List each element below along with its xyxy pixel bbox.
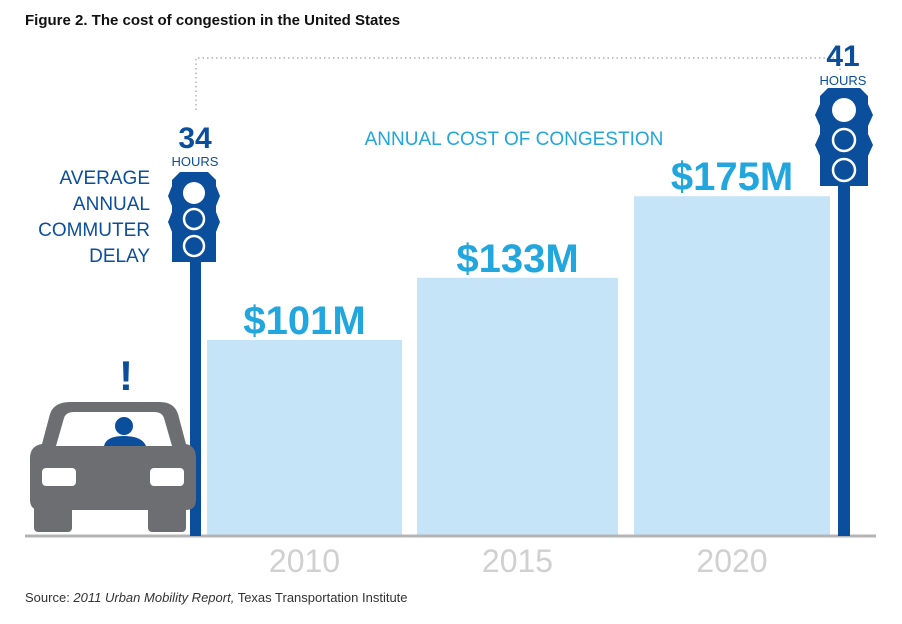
traffic-light-icon — [815, 88, 873, 536]
annual-cost-heading: ANNUAL COST OF CONGESTION — [365, 129, 664, 150]
value-label-2015: $133M — [456, 237, 578, 281]
delay-unit-2010: HOURS — [172, 154, 219, 169]
car-icon: ! — [30, 352, 196, 532]
traffic-light-icon — [168, 172, 220, 536]
average-delay-label: AVERAGE ANNUAL COMMUTER DELAY — [38, 168, 150, 267]
delay-unit-2020: HOURS — [820, 73, 867, 88]
bar-2010 — [207, 339, 402, 536]
delay-label-line: AVERAGE — [60, 168, 150, 189]
x-tick-label-2015: 2015 — [482, 543, 553, 579]
source-suffix: Texas Transportation Institute — [234, 590, 408, 605]
value-label-2010: $101M — [243, 299, 365, 343]
delay-label-line: COMMUTER — [38, 220, 150, 241]
source-report-title: 2011 Urban Mobility Report, — [73, 590, 235, 605]
value-label-2020: $175M — [671, 155, 793, 199]
delay-value-2010: 34 — [178, 122, 212, 155]
delay-label-line: DELAY — [89, 246, 150, 267]
exclamation-icon: ! — [119, 352, 133, 399]
bar-2020 — [634, 196, 830, 537]
delay-value-2020: 41 — [826, 40, 859, 73]
bar-2015 — [417, 277, 618, 536]
source-prefix: Source: — [25, 590, 74, 605]
source-note: Source: 2011 Urban Mobility Report, Texa… — [25, 590, 408, 605]
figure-title: Figure 2. The cost of congestion in the … — [25, 12, 401, 29]
driver-icon — [104, 417, 146, 446]
x-tick-label-2010: 2010 — [269, 543, 340, 579]
delay-connector-line — [195, 57, 841, 110]
x-tick-label-2020: 2020 — [696, 543, 767, 579]
delay-label-line: ANNUAL — [73, 194, 150, 215]
